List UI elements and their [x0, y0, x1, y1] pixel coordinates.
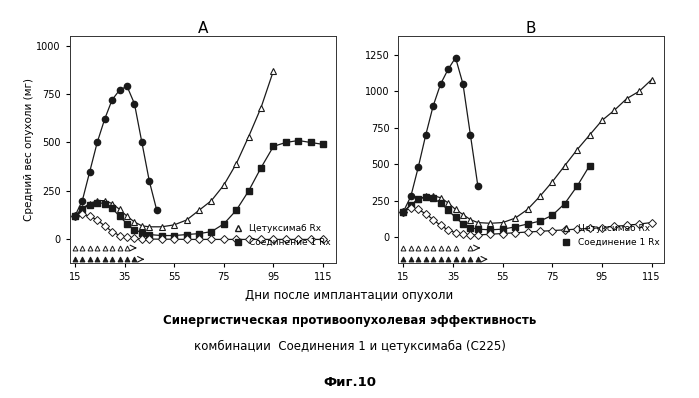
Legend: Цетуксимаб Rx, Соединение 1 Rx: Цетуксимаб Rx, Соединение 1 Rx	[557, 224, 660, 247]
Text: Дни после имплантации опухоли: Дни после имплантации опухоли	[245, 289, 454, 302]
Legend: Цетуксимаб Rx, Соединение 1 Rx: Цетуксимаб Rx, Соединение 1 Rx	[229, 224, 331, 247]
Title: В: В	[526, 21, 537, 36]
Text: комбинации  Соединения 1 и цетуксимаба (С225): комбинации Соединения 1 и цетуксимаба (С…	[194, 340, 505, 353]
Y-axis label: Средний вес опухоли (мг): Средний вес опухоли (мг)	[24, 78, 34, 221]
Title: А: А	[198, 21, 208, 36]
Text: Синергистическая противоопухолевая эффективность: Синергистическая противоопухолевая эффек…	[163, 314, 536, 328]
Text: Фиг.10: Фиг.10	[323, 376, 376, 389]
